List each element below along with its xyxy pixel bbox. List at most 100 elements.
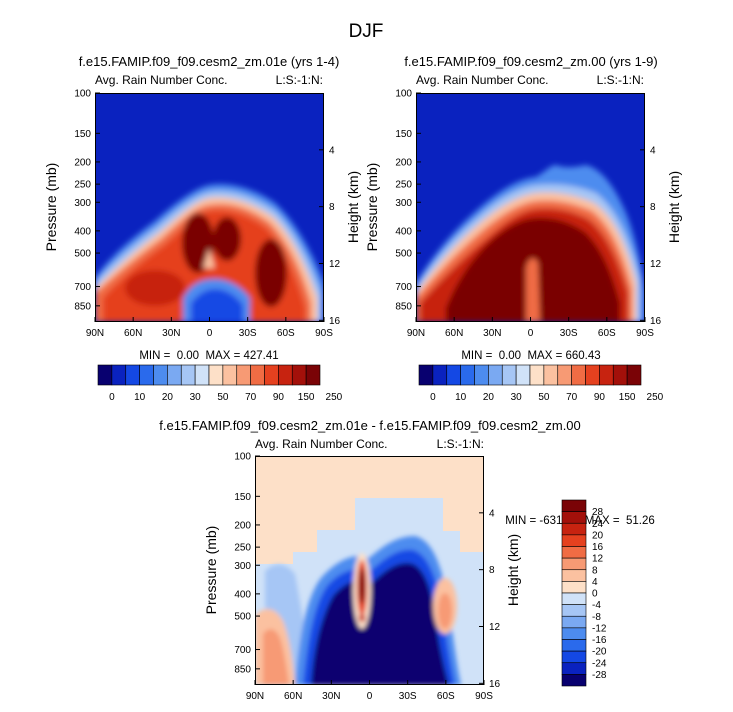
colorbar-swatch [97,364,113,386]
x-tick-label: 60N [445,328,463,339]
colorbar-swatch [153,364,168,386]
y-tick-label: 250 [74,180,91,191]
x-tick-label: 90S [475,691,493,702]
y-tick-label: 300 [74,198,91,209]
colorbar-swatch [561,522,587,536]
max-core [359,614,365,622]
colorbar-label: 90 [273,392,285,403]
colorbar-swatch [180,364,196,386]
x-tick-label: 90N [407,328,425,339]
colorbar-label: -28 [592,670,607,681]
colorbar-swatch [432,364,448,386]
colorbar-swatch [529,364,545,386]
colorbar-label: 30 [511,392,523,403]
min-core [311,563,449,685]
colorbar-swatch [561,592,587,605]
colorbar-label: 50 [538,392,550,403]
y-tick-label: 500 [234,612,251,623]
right-tick-label: 4 [650,145,656,156]
colorbar-swatch [561,639,587,652]
y-tick-label: 500 [395,249,412,260]
x-tick-label: 30N [483,328,501,339]
x-tick-label: 30S [399,691,417,702]
colorbar-label: 250 [647,392,664,403]
y-tick-label: 850 [234,664,251,675]
y-tick-label: 300 [234,561,251,572]
max-core [255,239,287,307]
x-tick-label: 60N [124,328,142,339]
colorbar-label: 50 [217,392,229,403]
y-axis-label-right: Height (km) [505,534,521,606]
colorbar-label: 20 [162,392,174,403]
colorbar-label: 20 [592,530,604,541]
corner-label: L:S:-1:N: [597,73,644,87]
colorbar-swatch [557,364,572,386]
colorbar-label: 30 [190,392,202,403]
right-tick-label: 16 [489,679,501,690]
y-axis-label: Pressure (mb) [203,526,219,615]
field-label: Avg. Rain Number Conc. [95,73,228,87]
y-axis-label-right: Height (km) [666,171,682,243]
axis-decor: 90N 60N 30N 0 30S 60S 90S 100 150 200 250 300 400 500… [74,89,340,340]
y-tick-label: 500 [74,249,91,260]
colorbar-swatch [561,615,587,629]
x-tick-label: 60S [277,328,295,339]
contour-band [263,629,289,685]
y-tick-label: 250 [395,180,412,191]
colorbar-swatch [446,364,461,386]
x-tick-label: 0 [207,328,213,339]
colorbar-label: 8 [592,565,598,576]
colorbar-label: 4 [592,577,598,588]
contour-band [526,258,540,322]
colorbar-swatch [111,364,127,386]
y-tick-label: 850 [74,301,91,312]
colorbar-label: -8 [592,612,601,623]
colorbar-swatch [460,364,475,386]
colorbar-label: 250 [326,392,343,403]
y-tick-label: 400 [234,589,251,600]
colorbar-swatch [474,364,489,386]
y-tick-label: 700 [395,282,412,293]
colorbar-swatch [305,364,321,386]
y-axis-label: Pressure (mb) [364,163,380,252]
colorbar-label: 12 [592,554,604,565]
colorbar-swatch [139,364,154,386]
y-tick-label: 200 [74,157,91,168]
colorbar-label: 0 [430,392,436,403]
colorbar-swatch [561,650,587,664]
axis-decor: 90N 60N 30N 0 30S 60S 90S 100 150 200 250 300 400 500… [395,89,661,340]
colorbar-label: 20 [483,392,495,403]
y-tick-label: 200 [234,520,251,531]
colorbar-swatch [236,364,251,386]
y-tick-label: 150 [234,492,251,503]
colorbar-swatch [599,364,614,386]
colorbar-label: 90 [594,392,606,403]
contour-band [438,593,452,629]
y-tick-label: 100 [395,89,412,100]
x-tick-label: 30N [322,691,340,702]
contour-band [191,289,243,322]
y-tick-label: 400 [395,226,412,237]
x-tick-label: 90N [246,691,264,702]
panel-case-a: f.e15.FAMIP.f09_f09.cesm2_zm.01e (yrs 1-… [43,54,361,403]
y-tick-label: 850 [395,301,412,312]
contour-band [125,270,185,306]
colorbar-swatch [571,364,586,386]
colorbar-label: -16 [592,635,607,646]
corner-label: L:S:-1:N: [276,73,323,87]
field-label: Avg. Rain Number Conc. [416,73,549,87]
y-tick-label: 400 [74,226,91,237]
colorbar-swatch [561,534,587,547]
right-tick-label: 12 [329,259,341,270]
right-tick-label: 16 [650,316,662,327]
stats-label: MIN = 0.00 MAX = 660.43 [461,350,600,362]
colorbar-label: 0 [109,392,115,403]
colorbar-swatch [208,364,224,386]
x-tick-label: 30S [560,328,578,339]
colorbar-label: 150 [619,392,636,403]
y-tick-label: 250 [234,543,251,554]
max-core [213,217,241,261]
colorbar-swatch [561,511,587,524]
colorbar-label: 10 [455,392,467,403]
